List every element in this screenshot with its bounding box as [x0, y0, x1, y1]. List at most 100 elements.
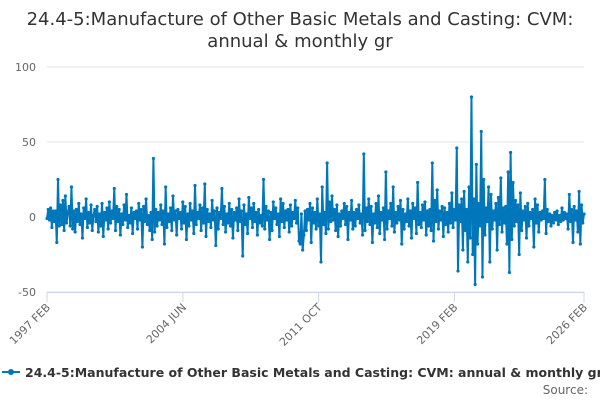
- data-point[interactable]: [498, 222, 502, 227]
- data-point[interactable]: [79, 212, 83, 216]
- data-point[interactable]: [159, 203, 163, 207]
- data-point[interactable]: [374, 201, 378, 206]
- data-point[interactable]: [286, 207, 290, 212]
- data-point[interactable]: [463, 228, 467, 233]
- data-point[interactable]: [252, 201, 256, 206]
- data-point[interactable]: [356, 216, 360, 221]
- data-point[interactable]: [110, 209, 114, 213]
- data-point[interactable]: [566, 227, 570, 231]
- data-point[interactable]: [73, 230, 77, 234]
- data-point[interactable]: [473, 282, 477, 287]
- data-point[interactable]: [352, 210, 356, 215]
- data-point[interactable]: [439, 218, 443, 222]
- data-point[interactable]: [199, 228, 203, 233]
- data-point[interactable]: [550, 213, 554, 218]
- data-point[interactable]: [52, 219, 56, 224]
- data-point[interactable]: [452, 207, 456, 212]
- data-point[interactable]: [435, 188, 439, 192]
- data-point[interactable]: [172, 218, 176, 222]
- data-point[interactable]: [116, 219, 120, 224]
- data-point[interactable]: [462, 189, 466, 194]
- data-point[interactable]: [301, 248, 305, 252]
- data-point[interactable]: [427, 224, 431, 228]
- data-point[interactable]: [71, 227, 75, 231]
- data-point[interactable]: [129, 206, 133, 210]
- data-point[interactable]: [139, 207, 143, 212]
- data-point[interactable]: [534, 221, 538, 225]
- data-point[interactable]: [323, 210, 327, 215]
- data-point[interactable]: [244, 212, 248, 216]
- data-point[interactable]: [495, 248, 499, 252]
- data-point[interactable]: [477, 201, 481, 206]
- data-point[interactable]: [204, 234, 208, 239]
- data-point[interactable]: [331, 218, 335, 222]
- data-point[interactable]: [313, 210, 317, 215]
- data-point[interactable]: [496, 195, 500, 200]
- data-point[interactable]: [398, 198, 403, 203]
- data-point[interactable]: [243, 222, 247, 227]
- data-point[interactable]: [409, 236, 414, 240]
- data-point[interactable]: [571, 240, 575, 245]
- data-point[interactable]: [238, 219, 242, 224]
- data-point[interactable]: [360, 233, 365, 237]
- data-point[interactable]: [420, 203, 425, 207]
- data-point[interactable]: [543, 177, 547, 182]
- data-point[interactable]: [445, 210, 449, 215]
- data-point[interactable]: [74, 207, 78, 212]
- data-point[interactable]: [62, 228, 66, 233]
- data-point[interactable]: [501, 206, 505, 210]
- data-point[interactable]: [562, 210, 567, 215]
- data-point[interactable]: [304, 228, 308, 233]
- data-point[interactable]: [296, 206, 300, 210]
- data-point[interactable]: [276, 212, 280, 216]
- data-point[interactable]: [237, 197, 241, 201]
- data-point[interactable]: [422, 218, 426, 222]
- data-point[interactable]: [539, 218, 543, 222]
- data-point[interactable]: [101, 234, 105, 239]
- data-point[interactable]: [142, 204, 146, 209]
- data-point[interactable]: [359, 212, 363, 216]
- data-point[interactable]: [131, 231, 135, 236]
- data-point[interactable]: [351, 227, 355, 231]
- data-point[interactable]: [357, 203, 361, 207]
- data-point[interactable]: [520, 228, 524, 233]
- data-point[interactable]: [149, 210, 153, 215]
- data-point[interactable]: [257, 207, 261, 212]
- data-point[interactable]: [456, 269, 460, 273]
- data-point[interactable]: [56, 177, 60, 182]
- data-point[interactable]: [444, 222, 448, 227]
- data-point[interactable]: [425, 209, 430, 213]
- data-point[interactable]: [523, 204, 527, 209]
- data-point[interactable]: [554, 218, 558, 222]
- data-point[interactable]: [143, 219, 147, 224]
- data-point[interactable]: [165, 225, 169, 230]
- data-point[interactable]: [460, 197, 464, 201]
- data-point[interactable]: [254, 210, 258, 215]
- data-point[interactable]: [505, 242, 509, 246]
- data-point[interactable]: [442, 206, 447, 210]
- data-point[interactable]: [315, 197, 319, 201]
- data-point[interactable]: [153, 230, 157, 234]
- data-point[interactable]: [548, 212, 552, 216]
- legend[interactable]: 24.4-5:Manufacture of Other Basic Metals…: [2, 362, 600, 382]
- data-point[interactable]: [363, 228, 367, 233]
- data-point[interactable]: [99, 224, 103, 228]
- data-point[interactable]: [91, 213, 96, 218]
- data-point[interactable]: [337, 212, 341, 216]
- data-point[interactable]: [384, 170, 388, 174]
- data-point[interactable]: [555, 209, 559, 213]
- data-point[interactable]: [126, 225, 130, 230]
- data-point[interactable]: [230, 207, 234, 212]
- data-point[interactable]: [58, 203, 63, 207]
- data-point[interactable]: [265, 218, 269, 222]
- data-point[interactable]: [96, 230, 100, 234]
- data-point[interactable]: [157, 218, 162, 222]
- data-point[interactable]: [272, 216, 277, 221]
- data-point[interactable]: [521, 209, 525, 213]
- data-point[interactable]: [379, 210, 383, 215]
- data-point[interactable]: [128, 221, 132, 225]
- data-point[interactable]: [279, 197, 283, 201]
- data-point[interactable]: [308, 201, 312, 206]
- data-point[interactable]: [335, 203, 339, 207]
- data-point[interactable]: [390, 224, 394, 228]
